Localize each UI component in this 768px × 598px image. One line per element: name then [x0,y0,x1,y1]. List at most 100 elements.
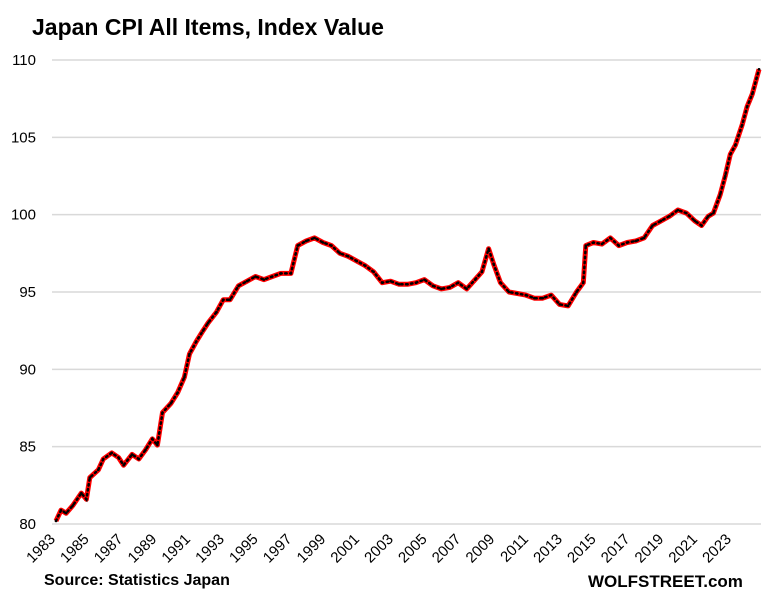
x-tick-label: 2003 [361,531,397,567]
data-point [718,193,722,196]
data-point [524,293,528,297]
chart-title: Japan CPI All Items, Index Value [32,14,384,40]
x-tick-label: 2001 [327,531,363,567]
y-tick-label: 95 [19,284,36,301]
x-tick-label: 1991 [158,531,194,567]
data-point [59,508,63,512]
data-point [330,244,333,247]
data-point [487,247,490,250]
data-point [102,457,105,461]
data-point [729,153,732,156]
data-point [372,270,376,274]
x-tick-label: 1989 [125,531,161,567]
data-point [625,241,629,244]
data-point [397,282,401,286]
data-point [541,296,545,300]
data-point [499,281,502,285]
data-point [228,298,232,302]
data-point [321,241,325,244]
data-point [516,292,519,295]
data-point [279,272,283,275]
data-point [85,497,88,501]
y-tick-label: 105 [11,129,36,146]
data-point [480,270,484,274]
data-point [465,287,468,291]
data-point [144,448,147,452]
x-tick-label: 1987 [91,531,127,567]
data-point [254,275,257,278]
data-point [183,375,186,379]
data-point [634,239,637,243]
data-point [685,211,688,215]
data-point [431,284,435,288]
data-point [355,259,359,263]
data-point [313,236,316,240]
data-point [707,214,710,218]
data-point [712,211,715,215]
x-tick-label: 2011 [497,531,532,566]
y-tick-label: 110 [12,52,36,69]
x-tick-label: 2017 [598,531,634,567]
data-point [96,468,100,472]
data-point [54,519,58,523]
data-point [558,303,561,306]
data-point [745,105,749,108]
data-point [740,123,744,127]
data-point [456,281,460,285]
data-point [693,219,697,223]
data-point [734,143,737,147]
data-point [338,252,342,255]
data-point [156,443,159,447]
x-tick-label: 2007 [429,531,465,567]
brand-watermark: WOLFSTREET.com [588,572,743,591]
data-point [245,279,249,283]
data-point [566,304,570,308]
x-tick-label: 1985 [57,531,93,567]
y-tick-label: 80 [19,516,36,533]
data-point [584,244,588,247]
data-point [668,214,671,218]
data-point [215,310,218,314]
data-point [750,92,754,96]
data-point [659,219,663,223]
x-tick-label: 2005 [395,531,431,567]
x-tick-label: 2023 [699,531,735,567]
data-point [406,282,409,286]
data-point [642,236,646,240]
data-point [600,242,604,246]
data-point [549,293,553,297]
data-point [617,244,621,247]
data-point [532,296,536,300]
data-point [700,224,703,227]
data-point [130,453,134,456]
data-point [440,287,443,291]
data-point [380,281,384,285]
data-point [723,174,727,178]
data-point [161,411,164,414]
series-dotted-overlay [54,68,761,523]
data-point [448,286,452,289]
data-point [575,290,578,294]
data-point [237,284,240,288]
data-point [414,281,418,285]
data-point [676,208,680,212]
data-point [423,278,426,281]
data-point [206,321,210,325]
x-tick-label: 1997 [260,531,296,567]
x-tick-label: 2021 [665,531,701,567]
x-tick-label: 1995 [226,531,262,567]
source-note: Source: Statistics Japan [44,572,230,589]
data-point [289,272,293,275]
data-point [507,290,511,294]
x-tick-label: 1993 [192,531,228,567]
data-point [581,281,585,285]
data-point [110,451,114,455]
data-point [347,255,350,258]
data-point [389,279,392,283]
data-point [117,456,120,459]
data-point [492,262,496,266]
data-point [757,67,761,71]
data-point [122,463,125,467]
data-point [222,298,225,302]
